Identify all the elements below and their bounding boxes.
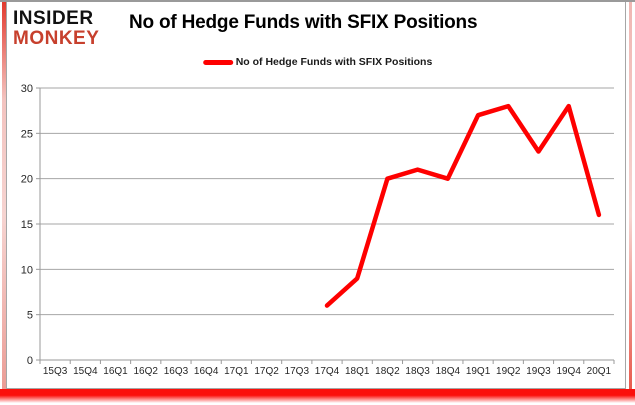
y-axis-tick-label: 30	[21, 83, 33, 95]
x-axis-tick-label: 16Q1	[103, 366, 128, 377]
logo-line-monkey: MONKEY	[13, 28, 100, 49]
x-axis-tick-label: 15Q3	[43, 366, 68, 377]
logo-line-insider: INSIDER	[13, 8, 94, 29]
y-axis-tick-label: 15	[21, 219, 33, 231]
top-border	[0, 0, 635, 2]
insider-monkey-logo: INSIDER MONKEY	[13, 9, 99, 49]
y-axis-tick-label: 5	[27, 310, 33, 322]
right-border	[629, 2, 632, 391]
x-axis-tick-label: 19Q4	[556, 366, 581, 377]
x-axis-tick-label: 16Q4	[194, 366, 219, 377]
x-axis-tick-label: 17Q4	[315, 366, 340, 377]
bottom-red-bar	[0, 389, 635, 403]
x-axis-tick-label: 17Q3	[285, 366, 310, 377]
y-axis-tick-label: 0	[27, 355, 33, 367]
x-axis-tick-label: 18Q1	[345, 366, 370, 377]
y-axis-tick-label: 10	[21, 264, 33, 276]
x-axis-tick-label: 17Q1	[224, 366, 249, 377]
x-axis-tick-label: 17Q2	[254, 366, 279, 377]
x-axis-tick-label: 18Q4	[436, 366, 461, 377]
series-line	[324, 103, 602, 308]
y-axis-tick-label: 20	[21, 174, 33, 186]
legend-line-marker	[202, 59, 233, 65]
x-axis-tick-label: 19Q3	[526, 366, 551, 377]
x-axis-tick-label: 20Q1	[587, 366, 612, 377]
x-axis-tick-label: 15Q4	[73, 366, 98, 377]
legend-label: No of Hedge Funds with SFIX Positions	[235, 56, 433, 68]
x-axis-tick-label: 16Q3	[164, 366, 189, 377]
x-axis-tick-label: 16Q2	[134, 366, 159, 377]
page-title: No of Hedge Funds with SFIX Positions	[129, 12, 478, 33]
x-axis-tick-label: 18Q2	[375, 366, 400, 377]
y-axis-tick-label: 25	[21, 128, 33, 140]
x-axis-tick-label: 19Q1	[466, 366, 491, 377]
x-axis-tick-label: 19Q2	[496, 366, 521, 377]
left-border	[2, 2, 6, 391]
legend: No of Hedge Funds with SFIX Positions	[202, 56, 433, 68]
x-axis-tick-label: 18Q3	[405, 366, 430, 377]
inner-border	[6, 1, 626, 389]
